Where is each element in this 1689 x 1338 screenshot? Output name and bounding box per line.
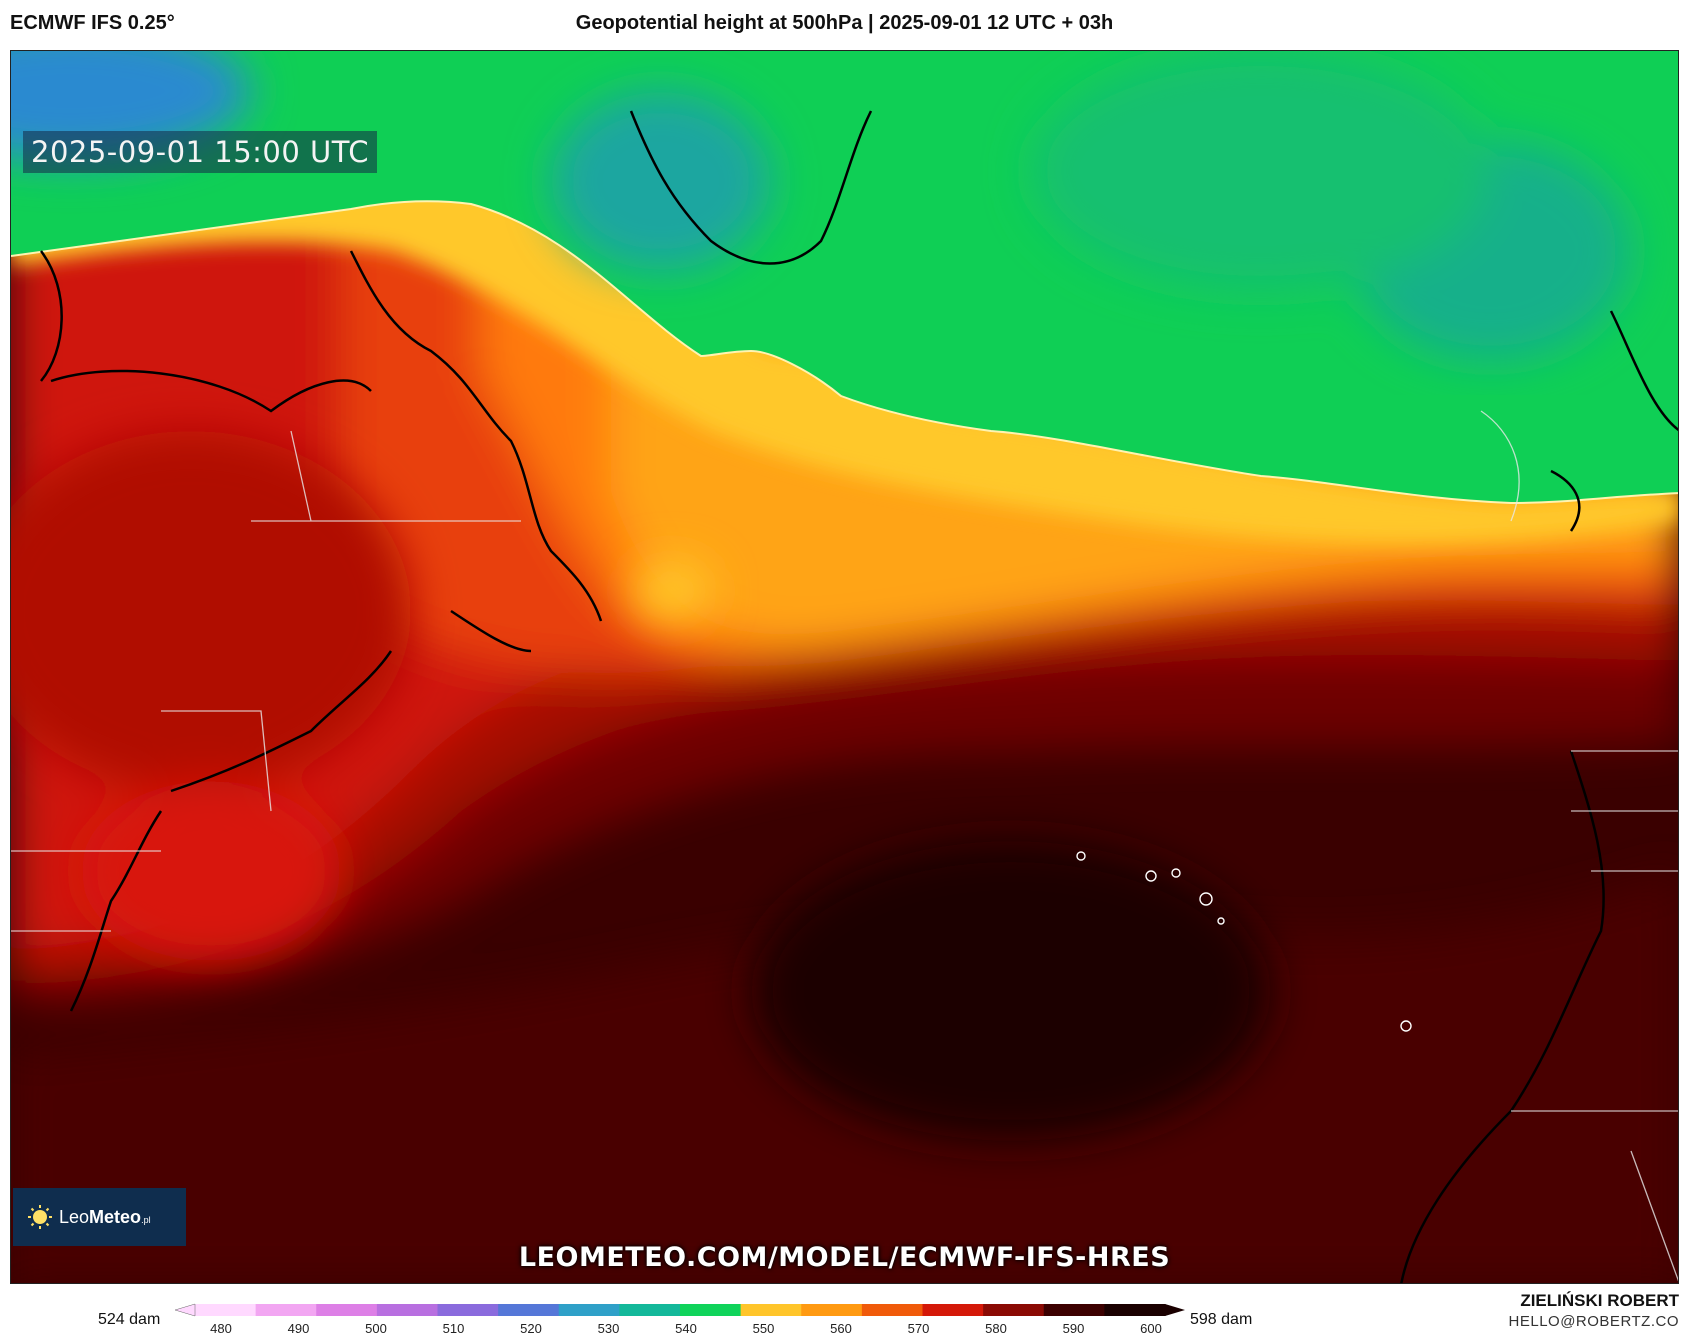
colorbar-segment xyxy=(922,1304,984,1316)
colorbar-segment xyxy=(255,1304,317,1316)
colorbar: 480 490 500 510 520 530 540 550 560 570 580 590 600 xyxy=(175,1303,1185,1336)
logo-suffix: .pl xyxy=(141,1214,151,1225)
azores-islands xyxy=(1076,851,1412,1032)
colorbar-tick-label: 480 xyxy=(210,1321,232,1336)
colorbar-tick-label: 520 xyxy=(520,1321,542,1336)
colorbar-tick-label: 490 xyxy=(288,1321,310,1336)
colorbar-segment xyxy=(376,1304,439,1316)
colorbar-tick-label: 590 xyxy=(1063,1321,1085,1336)
watermark-url: LEOMETEO.COM/MODEL/ECMWF-IFS-HRES xyxy=(518,1242,1171,1273)
colorbar-segment xyxy=(498,1304,560,1316)
colorbar-tick-label: 600 xyxy=(1140,1321,1162,1336)
colorbar-max-arrow xyxy=(1165,1304,1185,1316)
author-email[interactable]: HELLO@ROBERTZ.CO xyxy=(1508,1313,1679,1330)
colorbar-segment xyxy=(558,1304,620,1316)
colorbar-segment xyxy=(1043,1304,1105,1316)
colorbar-tick-label: 500 xyxy=(365,1321,387,1336)
logo-text-bold: Meteo xyxy=(89,1206,142,1227)
author-block: ZIELIŃSKI ROBERT HELLO@ROBERTZ.CO xyxy=(1509,1290,1679,1332)
colorbar-segment xyxy=(983,1304,1045,1316)
colorbar-tick-label: 570 xyxy=(908,1321,930,1336)
borders xyxy=(11,410,1678,1282)
colorbar-segment xyxy=(437,1304,499,1316)
colorbar-tick-label: 560 xyxy=(830,1321,852,1336)
map-title: Geopotential height at 500hPa | 2025-09-… xyxy=(575,12,1114,34)
colorbar-segment xyxy=(740,1304,802,1316)
geopotential-height-field xyxy=(11,51,1678,1283)
colorbar-tick-label: 580 xyxy=(985,1321,1007,1336)
coastlines xyxy=(39,110,1678,1283)
logo-text-light: Leo xyxy=(59,1206,90,1227)
colorbar-segment xyxy=(680,1304,742,1316)
colorbar-tick-label: 530 xyxy=(598,1321,620,1336)
logo-text: LeoMeteo.pl xyxy=(59,1207,151,1228)
colorbar-tick-label: 540 xyxy=(675,1321,697,1336)
valid-time-label: 2025-09-01 15:00 UTC xyxy=(23,131,378,173)
model-label: ECMWF IFS 0.25° xyxy=(10,12,175,34)
colorbar-segment xyxy=(619,1304,681,1316)
colorbar-tick-label: 510 xyxy=(443,1321,465,1336)
author-name: ZIELIŃSKI ROBERT xyxy=(1520,1291,1679,1310)
colorbar-segments xyxy=(175,1303,1185,1317)
colorbar-tick-label: 550 xyxy=(753,1321,775,1336)
colorbar-segment xyxy=(801,1304,863,1316)
leometeo-logo[interactable]: LeoMeteo.pl xyxy=(13,1188,186,1246)
map-panel[interactable]: 2025-09-01 15:00 UTC LeoMeteo.pl xyxy=(10,50,1679,1284)
legend-min-label: 524 dam xyxy=(98,1311,161,1328)
colorbar-ticks: 480 490 500 510 520 530 540 550 560 570 580 590 600 xyxy=(210,1321,1162,1336)
colorbar-min-arrow xyxy=(175,1303,196,1317)
colorbar-segment xyxy=(316,1304,378,1316)
colorbar-segment xyxy=(1104,1304,1166,1316)
colorbar-segment xyxy=(195,1304,257,1316)
legend-max-label: 598 dam xyxy=(1190,1311,1253,1328)
colorbar-segment xyxy=(861,1304,924,1316)
sun-icon xyxy=(28,1205,52,1229)
